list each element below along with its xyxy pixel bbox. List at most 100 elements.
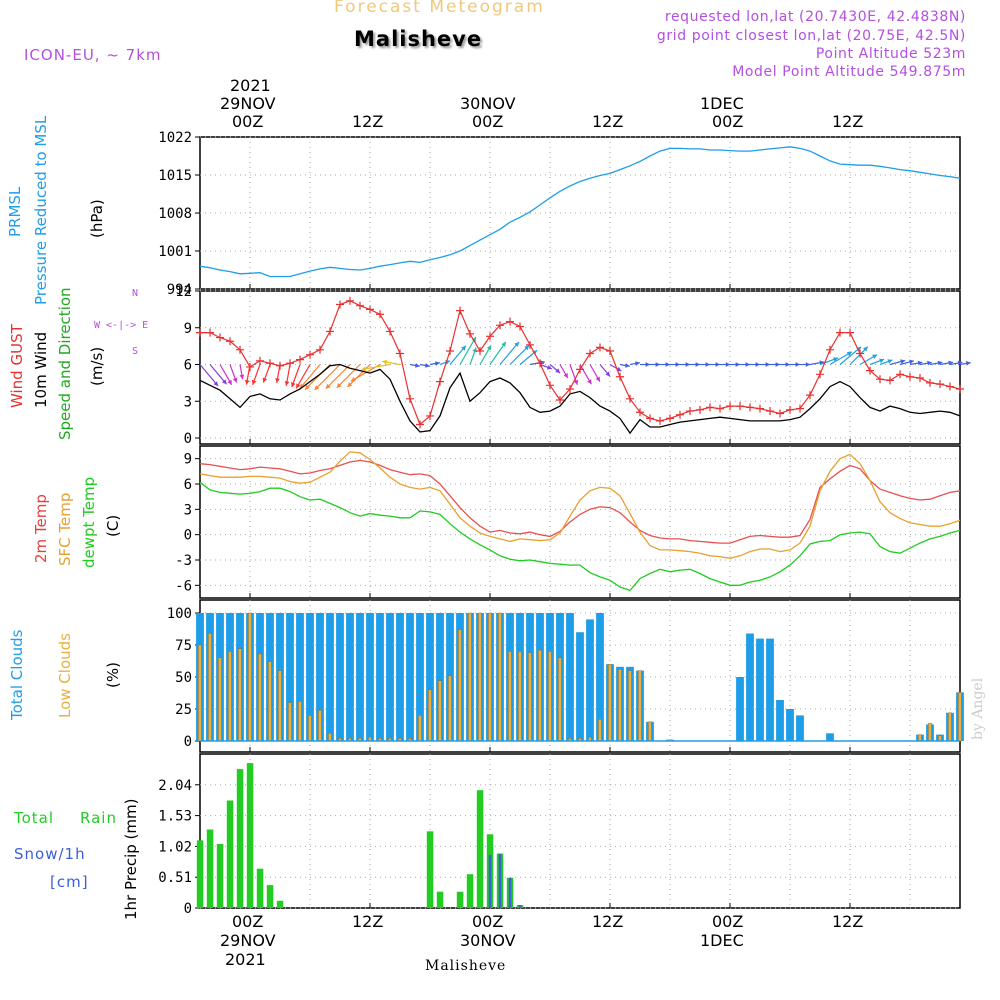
wind-arrow-head — [305, 384, 310, 390]
y-tick-label-precipitation: 0 — [184, 901, 192, 917]
y-tick-label-pressure: 1001 — [158, 244, 192, 260]
wind-arrow-head — [425, 363, 430, 368]
bottom-hour-label: 00Z — [232, 912, 264, 931]
wind-gust-marker — [786, 405, 794, 414]
wind-direction-arrow — [459, 336, 477, 365]
wind-gust-marker — [426, 411, 434, 420]
wind-gust-marker — [946, 382, 954, 391]
pressure-label-long: Pressure Reduced to MSL — [32, 115, 50, 305]
wind-gust-marker — [746, 403, 754, 412]
wind-gust-marker — [806, 391, 814, 400]
wind-arrow-head — [635, 361, 640, 366]
wind-arrow-head — [284, 381, 290, 386]
low-cloud-bar — [508, 651, 512, 742]
wind-direction-arrow — [336, 364, 361, 389]
wind-arrow-head — [524, 345, 530, 351]
wind-arrow-head — [275, 378, 280, 383]
low-cloud-bar — [208, 633, 212, 742]
total-cloud-bar — [416, 613, 424, 741]
wind-gust-marker — [326, 327, 334, 336]
total-cloud-bar — [366, 613, 374, 741]
wind-arrow-head — [299, 383, 305, 389]
low-cloud-bar — [488, 612, 492, 742]
wind-gust-marker — [596, 343, 604, 352]
total-cloud-bar — [776, 700, 784, 741]
precip-snow-label: Snow/1h — [14, 845, 86, 863]
wind-arrow-head — [735, 362, 740, 367]
low-cloud-bar — [258, 653, 262, 742]
rain-bar — [466, 874, 474, 908]
bottom-year-label: 2021 — [225, 950, 266, 969]
panel-wind: 0 3 6 9 12 — [175, 284, 971, 447]
bottom-hour-label: 12Z — [352, 912, 384, 931]
panel-frame-precipitation — [199, 753, 961, 909]
wind-arrow-head — [805, 362, 811, 367]
wind-arrow-head — [795, 362, 800, 367]
low-cloud-bar — [298, 701, 302, 742]
total-cloud-bar — [356, 613, 364, 741]
wind-gust-marker — [956, 385, 964, 393]
wind-arrow-head — [486, 345, 492, 351]
total-cloud-bar — [326, 613, 334, 741]
bottom-date-label: 29NOV — [220, 931, 276, 950]
wind-arrow-head — [765, 362, 770, 367]
low-cloud-bar — [638, 670, 642, 742]
wind-gust-marker — [226, 337, 234, 346]
wind-gust-marker — [416, 420, 424, 429]
y-tick-label-temperature: 0 — [184, 528, 192, 544]
y-tick-label-precipitation: 1.53 — [158, 809, 192, 825]
wind-arrow-head — [685, 362, 690, 367]
wind-arrow-head — [296, 383, 301, 389]
wind-arrow-head — [239, 374, 245, 380]
wind-gust-marker — [896, 370, 904, 379]
rain-bar — [216, 844, 224, 908]
wind-arrow-head — [695, 362, 700, 367]
total-cloud-bar — [796, 715, 804, 741]
snow-bar — [488, 854, 492, 908]
wind-arrow-head — [775, 362, 780, 367]
wind-arrow-head — [665, 362, 670, 367]
y-tick-label-pressure: 1008 — [158, 206, 192, 222]
low-cloud-bar — [498, 612, 502, 742]
top-date-label: 29NOV — [220, 94, 276, 113]
wind-arrow-head — [675, 362, 680, 367]
y-tick-label-wind: 6 — [184, 358, 192, 374]
wind-arrow-head — [595, 376, 600, 382]
wind-gust-marker — [276, 361, 284, 370]
y-tick-label-pressure: 1022 — [158, 130, 192, 146]
precip-rain-label: Rain — [80, 809, 117, 827]
total-cloud-bar — [376, 613, 384, 741]
wind-gust-marker — [636, 408, 644, 417]
wind-arrow-head — [645, 362, 650, 367]
wind-arrow-head — [715, 362, 720, 367]
y-tick-label-precipitation: 0.51 — [158, 870, 192, 886]
top-hour-label: 00Z — [472, 112, 504, 131]
wind-gust-marker — [386, 327, 394, 336]
wind-arrow-head — [227, 379, 232, 385]
wind-arrow-head — [262, 377, 268, 383]
y-tick-label-temperature: 9 — [184, 452, 192, 468]
wind-gust-marker — [216, 333, 224, 342]
wind-arrow-head — [361, 366, 367, 372]
compass-south: S — [132, 346, 139, 357]
low-cloud-bar — [538, 649, 542, 742]
wind-gust-marker — [536, 359, 544, 368]
wind-gust-marker — [886, 376, 894, 385]
wind-gust-marker — [396, 349, 404, 358]
panel-precipitation: 0 0.51 1.02 1.53 2.04 — [158, 753, 961, 917]
wind-gust-marker — [916, 373, 924, 382]
total-cloud-bar — [426, 613, 434, 741]
wind-gust-marker — [686, 407, 694, 416]
total-cloud-bar — [786, 709, 794, 741]
wind-arrow-head — [937, 360, 943, 366]
top-hour-label: 00Z — [232, 112, 264, 131]
wind-gust-marker — [776, 409, 784, 418]
wind-gust-marker — [676, 410, 684, 419]
low-cloud-bar — [608, 664, 612, 742]
wind-arrow-head — [221, 379, 227, 385]
total-cloud-bar — [436, 613, 444, 741]
y-tick-label-temperature: 6 — [184, 477, 192, 493]
wind-arrow-head — [846, 351, 852, 357]
low-cloud-bar — [228, 651, 232, 742]
